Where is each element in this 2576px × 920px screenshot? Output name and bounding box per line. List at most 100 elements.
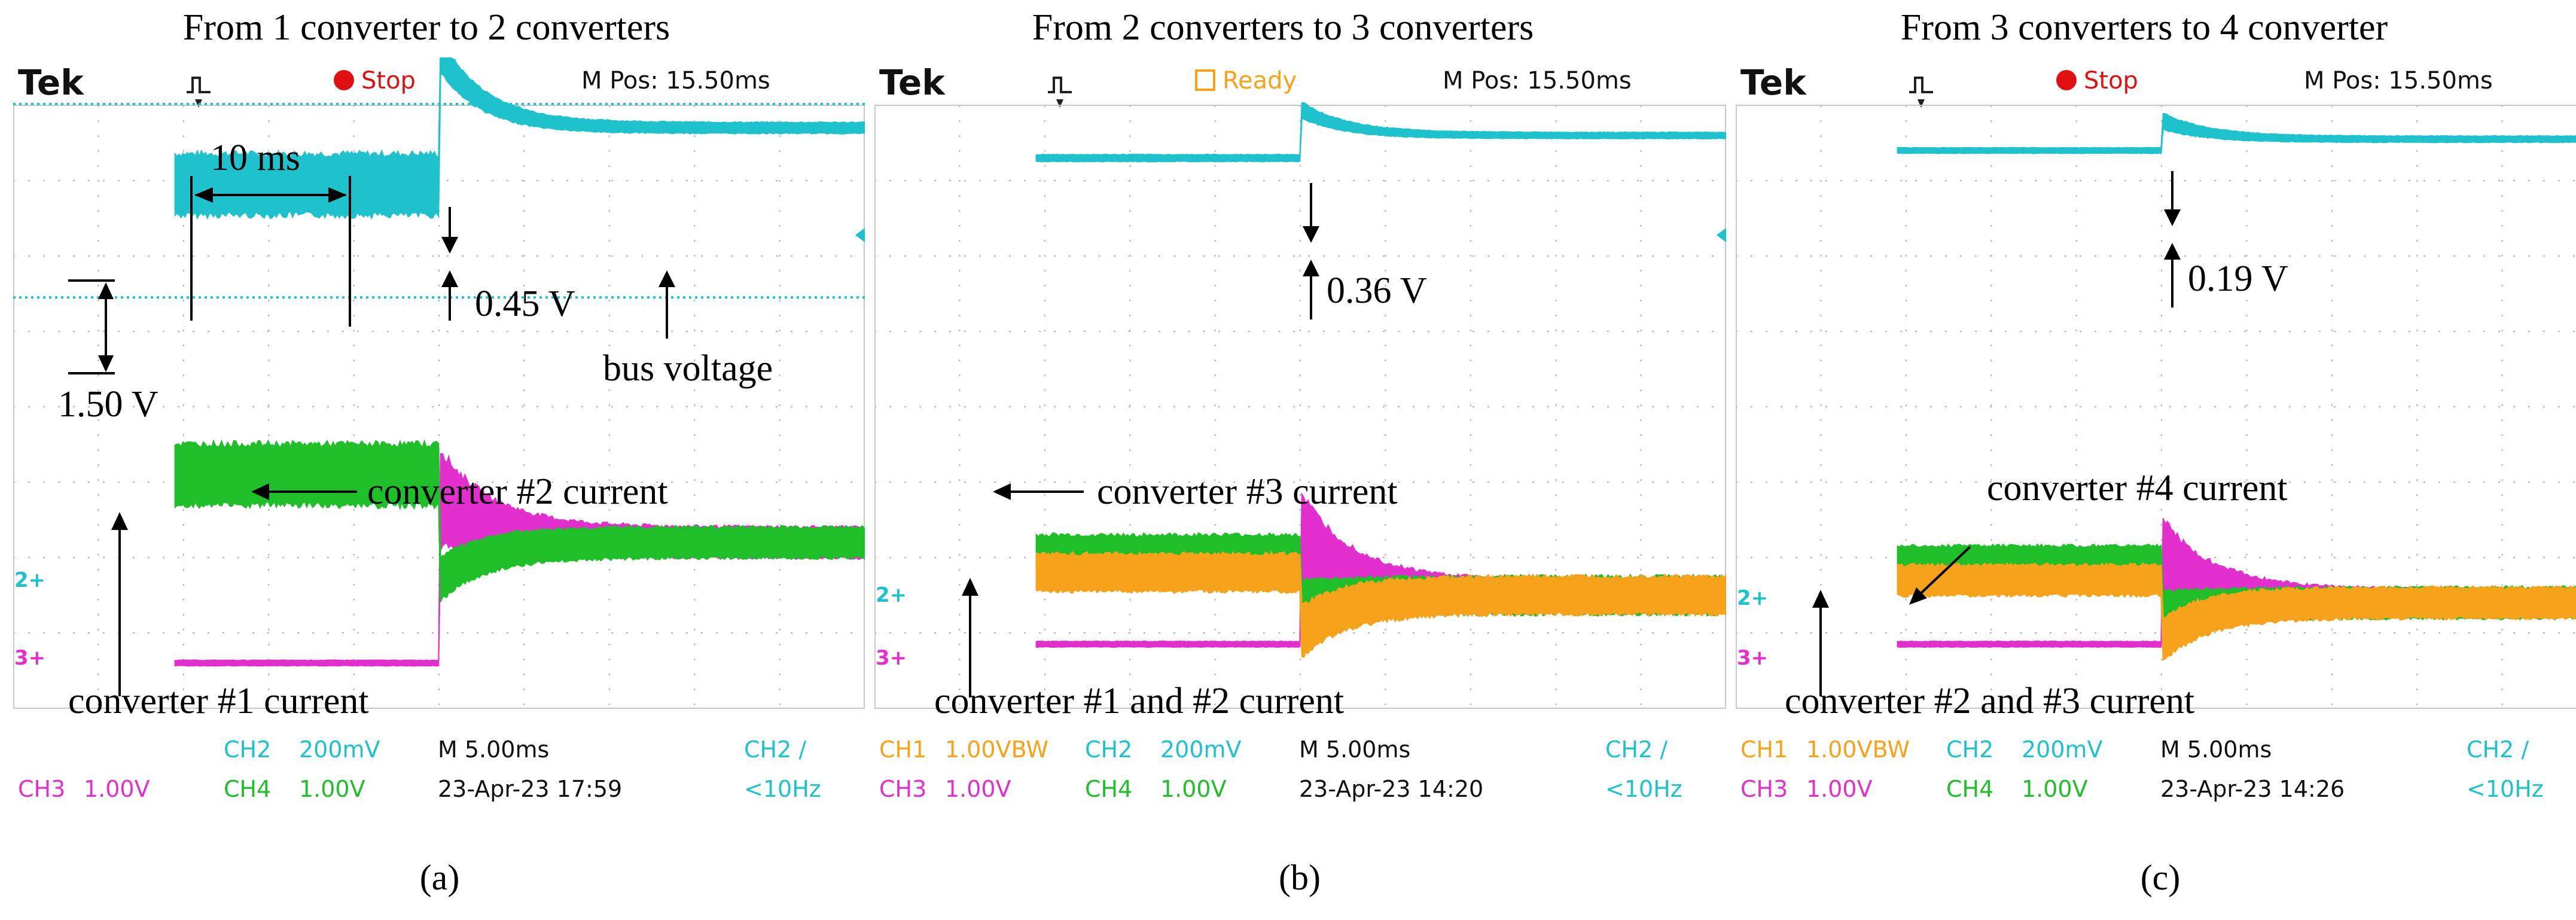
- footer-r2-c2: 1.00V: [1806, 776, 1873, 802]
- footer-r1-c5: M 5.00ms: [1299, 736, 1410, 763]
- footer-r2-c1: CH3: [18, 776, 65, 802]
- acquisition-status: Stop: [361, 67, 416, 95]
- stop-status-icon: [334, 70, 354, 90]
- footer-r2-c5: 23-Apr-23 17:59: [438, 776, 622, 802]
- ch2-ground-marker: 2+: [876, 583, 907, 607]
- footer-r2-c6: <10Hz: [1605, 776, 1682, 802]
- deviation-annotation: 0.36 V: [1327, 270, 1427, 311]
- footer-r1-c3: CH2: [1946, 736, 1993, 763]
- footer-r2-c4: 1.00V: [2022, 776, 2088, 802]
- bus-voltage-trace: [1035, 102, 1889, 163]
- traces: [1897, 112, 2576, 661]
- footer-r1-c3: CH2: [1085, 736, 1132, 763]
- channel-markers: 2+ 3+: [1737, 586, 1768, 670]
- ready-status-icon: [1195, 69, 1215, 91]
- brand-label: Tek: [18, 62, 84, 103]
- graticule: [1736, 105, 2576, 709]
- acquisition-status: Stop: [2084, 67, 2138, 95]
- scope-a-svg: Tek Stop M Pos: 15.50ms 2+ 3+ 10 ms: [13, 38, 1028, 802]
- footer-r2-c2: 1.00V: [84, 776, 150, 802]
- ch2-ground-marker: 2+: [14, 568, 45, 592]
- footer-r2-c3: CH4: [1085, 776, 1132, 802]
- footer-r2-c6: <10Hz: [744, 776, 821, 802]
- footer-r1-c6: CH2 ∕: [1605, 736, 1667, 763]
- channel-markers: 2+ 3+: [14, 228, 865, 670]
- ripple-annotation: 1.50 V: [58, 384, 158, 425]
- footer-r2-c1: CH3: [1740, 776, 1788, 802]
- old-current-annotation: converter #1 current: [68, 681, 369, 721]
- stop-status-icon: [2056, 70, 2077, 90]
- brand-label: Tek: [879, 62, 946, 103]
- ch3-ground-marker: 3+: [14, 646, 45, 670]
- bus-voltage-trace: [1897, 112, 2576, 154]
- panel-a-title: From 1 converter to 2 converters: [182, 7, 670, 48]
- scope-b: Tek Ready M Pos: 15.50ms 2+ 3+ 0.36 V co…: [874, 57, 1889, 833]
- graticule-border: [1736, 105, 2576, 709]
- scope-a-footer: CH2 200mV M 5.00ms CH2 ∕ CH3 1.00V CH4 1…: [18, 736, 821, 802]
- footer-r1-c4: 200mV: [299, 736, 380, 763]
- footer-r2-c3: CH4: [224, 776, 271, 802]
- footer-r1-c4: 200mV: [1160, 736, 1242, 763]
- ch2-arrow-right-icon: [855, 228, 865, 242]
- deviation-annotation: 0.19 V: [2188, 258, 2288, 299]
- footer-r1-c5: M 5.00ms: [2160, 736, 2272, 763]
- footer-r1-c5: M 5.00ms: [438, 736, 549, 763]
- footer-r1-c1: CH1: [879, 736, 926, 763]
- panel-a-label: (a): [419, 858, 460, 897]
- new-current-annotation: converter #4 current: [1987, 468, 2288, 508]
- old-current-annotation: converter #1 and #2 current: [934, 681, 1344, 721]
- annotations: 0.36 V converter #3 current converter #1…: [934, 183, 1427, 721]
- scope-b-header: Tek Ready M Pos: 15.50ms: [879, 62, 1632, 108]
- old-current-annotation: converter #2 and #3 current: [1785, 681, 2194, 721]
- footer-r1-c2: 1.00VBW: [1806, 736, 1910, 763]
- time-annotation: 10 ms: [211, 138, 300, 178]
- trigger-icon: [1909, 77, 1933, 108]
- scope-c-svg: Tek Stop M Pos: 15.50ms 2+ 3+ 0.19 V con…: [1736, 62, 2576, 802]
- footer-r2-c6: <10Hz: [2467, 776, 2544, 802]
- channel-markers: 2+ 3+: [876, 228, 1726, 670]
- ch3-ground-marker: 3+: [876, 646, 907, 670]
- footer-r1-c3: CH2: [224, 736, 271, 763]
- brand-label: Tek: [1740, 62, 1807, 103]
- footer-r1-c1: CH1: [1740, 736, 1788, 763]
- scope-a-header: Tek Stop M Pos: 15.50ms: [18, 62, 770, 108]
- footer-r1-c6: CH2 ∕: [744, 736, 806, 763]
- footer-r2-c3: CH4: [1946, 776, 1993, 802]
- footer-r2-c2: 1.00V: [945, 776, 1011, 802]
- acquisition-status: Ready: [1223, 67, 1297, 95]
- footer-r2-c4: 1.00V: [299, 776, 365, 802]
- panel-b-title: From 2 converters to 3 converters: [1032, 7, 1534, 48]
- scope-b-footer: CH1 1.00VBW CH2 200mV M 5.00ms CH2 ∕ CH3…: [879, 736, 1682, 802]
- footer-r2-c5: 23-Apr-23 14:26: [2160, 776, 2345, 802]
- scope-b-svg: Tek Ready M Pos: 15.50ms 2+ 3+ 0.36 V co…: [874, 62, 1889, 802]
- trigger-icon: [1048, 77, 1072, 108]
- graticule: [874, 105, 1726, 709]
- footer-r1-c4: 200mV: [2022, 736, 2103, 763]
- annotations: 0.19 V converter #4 current converter #2…: [1785, 171, 2288, 721]
- ch3-ground-marker: 3+: [1737, 646, 1768, 670]
- new-current-annotation: converter #3 current: [1097, 471, 1398, 512]
- scope-c-header: Tek Stop M Pos: 15.50ms: [1740, 62, 2493, 108]
- horizontal-position: M Pos: 15.50ms: [581, 67, 770, 95]
- bus-voltage-annotation: bus voltage: [603, 348, 773, 389]
- footer-r2-c4: 1.00V: [1160, 776, 1227, 802]
- panel-b-label: (b): [1279, 858, 1321, 897]
- ch2-ground-marker: 2+: [1737, 586, 1768, 610]
- traces: [1035, 102, 1889, 658]
- scope-c-footer: CH1 1.00VBW CH2 200mV M 5.00ms CH2 ∕ CH3…: [1740, 736, 2544, 802]
- ch2-arrow-right-icon: [1717, 228, 1726, 242]
- annotations: 10 ms 1.50 V 0.45 V bus voltage converte…: [58, 138, 773, 721]
- graticule-border: [874, 105, 1726, 709]
- new-current-annotation: converter #2 current: [367, 471, 668, 512]
- footer-r1-c2: 1.00VBW: [945, 736, 1048, 763]
- panel-c-label: (c): [2140, 858, 2181, 897]
- scope-a: Tek Stop M Pos: 15.50ms 2+ 3+ 10 ms: [13, 38, 1028, 833]
- existing-converter-current-trace: [1897, 562, 2576, 661]
- footer-r2-c5: 23-Apr-23 14:20: [1299, 776, 1483, 802]
- horizontal-position: M Pos: 15.50ms: [2304, 67, 2493, 95]
- scope-c: Tek Stop M Pos: 15.50ms 2+ 3+ 0.19 V con…: [1736, 57, 2576, 833]
- footer-r2-c1: CH3: [879, 776, 926, 802]
- deviation-annotation: 0.45 V: [475, 284, 575, 324]
- footer-r1-c6: CH2 ∕: [2467, 736, 2529, 763]
- horizontal-position: M Pos: 15.50ms: [1443, 67, 1632, 95]
